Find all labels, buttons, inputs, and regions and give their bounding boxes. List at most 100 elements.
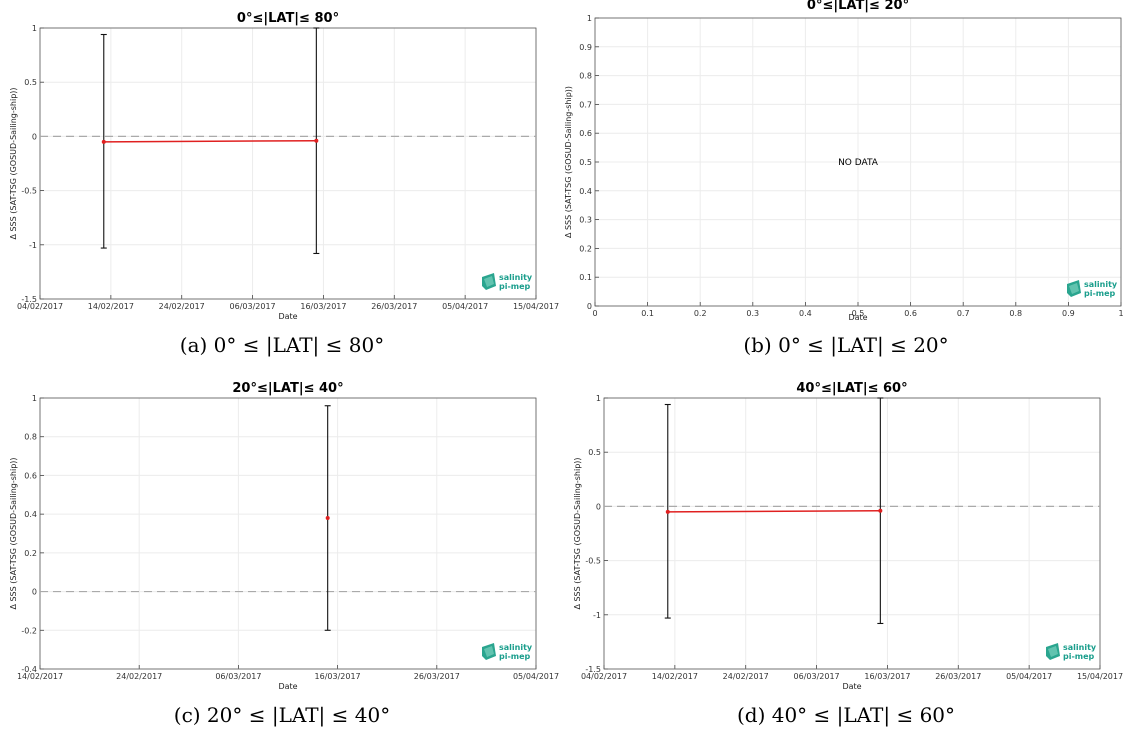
x-tick-label: 06/03/2017 bbox=[230, 302, 276, 311]
y-axis-label: Δ SSS (SAT-TSG (GOSUD-Sailing-ship)) bbox=[573, 457, 582, 609]
x-tick-label: 0.5 bbox=[852, 309, 865, 318]
x-tick-label: 05/04/2017 bbox=[1006, 672, 1052, 681]
y-tick-label: 0.5 bbox=[588, 448, 601, 457]
chart-panel-a: 0°≤|LAT|≤ 80° 04/02/2017 14/02/2017 24/02/2… bbox=[0, 0, 564, 330]
logo-text-salinity: salinity bbox=[1084, 280, 1118, 289]
x-tick-label: 0.1 bbox=[641, 309, 654, 318]
chart-title: 20°≤|LAT|≤ 40° bbox=[232, 381, 343, 396]
chart-title: 40°≤|LAT|≤ 60° bbox=[796, 381, 907, 396]
caption-c: (c) 20° ≤ |LAT| ≤ 40° bbox=[173, 703, 391, 727]
y-tick-label: 1 bbox=[596, 394, 601, 403]
y-tick-label: 0.8 bbox=[579, 72, 592, 81]
logo-mark-highlight bbox=[484, 646, 494, 657]
x-tick-label: 0.2 bbox=[694, 309, 707, 318]
x-axis-label: Date bbox=[842, 682, 861, 691]
y-tick-label: 0.4 bbox=[579, 187, 592, 196]
y-tick-label: -1.5 bbox=[21, 295, 37, 304]
data-point bbox=[878, 508, 883, 513]
x-tick-label: 16/03/2017 bbox=[315, 672, 361, 681]
x-tick-label: 1 bbox=[1118, 309, 1123, 318]
x-tick-label: 15/04/2017 bbox=[513, 302, 559, 311]
y-tick-label: 0.3 bbox=[579, 216, 592, 225]
data-point bbox=[314, 138, 319, 143]
y-tick-label: 1 bbox=[587, 14, 592, 23]
x-tick-label: 14/02/2017 bbox=[652, 672, 698, 681]
plot-frame bbox=[39, 397, 537, 670]
logo-mark-highlight bbox=[484, 276, 494, 287]
chart-title: 0°≤|LAT|≤ 80° bbox=[237, 11, 339, 26]
x-tick-label: 15/04/2017 bbox=[1077, 672, 1123, 681]
chart-panel-b: 0°≤|LAT|≤ 20° 0 0.1 0.2 0.3 0.4 0.5 0.6 0.7 0.8 0.… bbox=[564, 0, 1128, 330]
y-tick-label: 0.4 bbox=[24, 510, 37, 519]
y-tick-label: 1 bbox=[32, 24, 37, 33]
x-tick-label: 16/03/2017 bbox=[864, 672, 910, 681]
y-tick-label: 0.6 bbox=[24, 471, 37, 480]
x-tick-label: 0.4 bbox=[799, 309, 812, 318]
y-axis-label: Δ SSS (SAT-TSG (GOSUD-Sailing-ship)) bbox=[9, 87, 18, 239]
chart-title: 0°≤|LAT|≤ 20° bbox=[807, 0, 909, 13]
x-axis-label: Date bbox=[278, 682, 297, 691]
y-tick-label: -0.2 bbox=[21, 626, 37, 635]
chart-panel-c: 20°≤|LAT|≤ 40° 14/02/2017 24/02/2017 06/03/… bbox=[0, 372, 564, 698]
x-tick-label: 04/02/2017 bbox=[581, 672, 627, 681]
plot-frame bbox=[603, 397, 1101, 670]
logo-mark-highlight bbox=[1069, 283, 1079, 294]
data-point bbox=[325, 516, 330, 521]
logo-mark-highlight bbox=[1048, 646, 1058, 657]
x-tick-label: 14/02/2017 bbox=[88, 302, 134, 311]
caption-b: (b) 0° ≤ |LAT| ≤ 20° bbox=[743, 333, 949, 357]
y-tick-label: 0 bbox=[587, 302, 592, 311]
logo-text-salinity: salinity bbox=[499, 273, 533, 282]
y-tick-label: 0 bbox=[32, 132, 37, 141]
y-tick-label: -1.5 bbox=[585, 665, 601, 674]
logo-text-salinity: salinity bbox=[1063, 643, 1097, 652]
data-point bbox=[665, 509, 670, 514]
x-tick-label: 05/04/2017 bbox=[513, 672, 559, 681]
logo-text-pimep: pi-mep bbox=[1084, 289, 1116, 298]
y-tick-label: 0.6 bbox=[579, 129, 592, 138]
x-tick-label: 26/03/2017 bbox=[935, 672, 981, 681]
chart-panel-d: 40°≤|LAT|≤ 60° 04/02/2017 14/02/2017 24/02/… bbox=[564, 372, 1128, 698]
x-tick-label: 0.6 bbox=[904, 309, 917, 318]
x-tick-label: 24/02/2017 bbox=[116, 672, 162, 681]
data-point bbox=[101, 139, 106, 144]
logo-text-salinity: salinity bbox=[499, 643, 533, 652]
plot-frame bbox=[594, 17, 1122, 307]
y-tick-label: 0.9 bbox=[579, 43, 592, 52]
y-tick-label: -0.5 bbox=[585, 557, 601, 566]
chart-a-svg: 0°≤|LAT|≤ 80° 04/02/2017 14/02/2017 24/02/2… bbox=[9, 11, 559, 321]
y-tick-label: 0 bbox=[596, 502, 601, 511]
x-tick-label: 24/02/2017 bbox=[159, 302, 205, 311]
x-tick-label: 16/03/2017 bbox=[300, 302, 346, 311]
x-tick-label: 04/02/2017 bbox=[17, 302, 63, 311]
x-tick-label: 05/04/2017 bbox=[442, 302, 488, 311]
no-data-annotation: NO DATA bbox=[838, 158, 879, 168]
x-axis-label: Date bbox=[848, 313, 867, 322]
series-line bbox=[667, 509, 881, 513]
x-tick-label: 14/02/2017 bbox=[17, 672, 63, 681]
x-tick-label: 06/03/2017 bbox=[794, 672, 840, 681]
y-tick-label: -0.4 bbox=[21, 665, 37, 674]
logo-text-pimep: pi-mep bbox=[499, 652, 531, 661]
y-tick-label: 0.5 bbox=[24, 78, 37, 87]
x-tick-label: 0.8 bbox=[1009, 309, 1022, 318]
y-tick-label: 0.1 bbox=[579, 273, 592, 282]
series-line bbox=[103, 139, 317, 143]
y-tick-label: 0.8 bbox=[24, 433, 37, 442]
x-tick-label: 0 bbox=[592, 309, 597, 318]
y-axis-label: Δ SSS (SAT-TSG (GOSUD-Sailing-ship)) bbox=[564, 86, 573, 238]
x-tick-label: 0.3 bbox=[746, 309, 759, 318]
y-tick-label: 0.2 bbox=[579, 244, 592, 253]
caption-a: (a) 0° ≤ |LAT| ≤ 80° bbox=[179, 333, 385, 357]
y-tick-label: 1 bbox=[32, 394, 37, 403]
x-tick-label: 06/03/2017 bbox=[215, 672, 261, 681]
y-tick-label: 0 bbox=[32, 588, 37, 597]
y-tick-label: -0.5 bbox=[21, 187, 37, 196]
chart-b-svg: 0°≤|LAT|≤ 20° 0 0.1 0.2 0.3 0.4 0.5 0.6 0.7 0.8 0.… bbox=[564, 0, 1124, 322]
chart-d-svg: 40°≤|LAT|≤ 60° 04/02/2017 14/02/2017 24/02/… bbox=[573, 381, 1123, 691]
y-tick-label: -1 bbox=[29, 241, 37, 250]
